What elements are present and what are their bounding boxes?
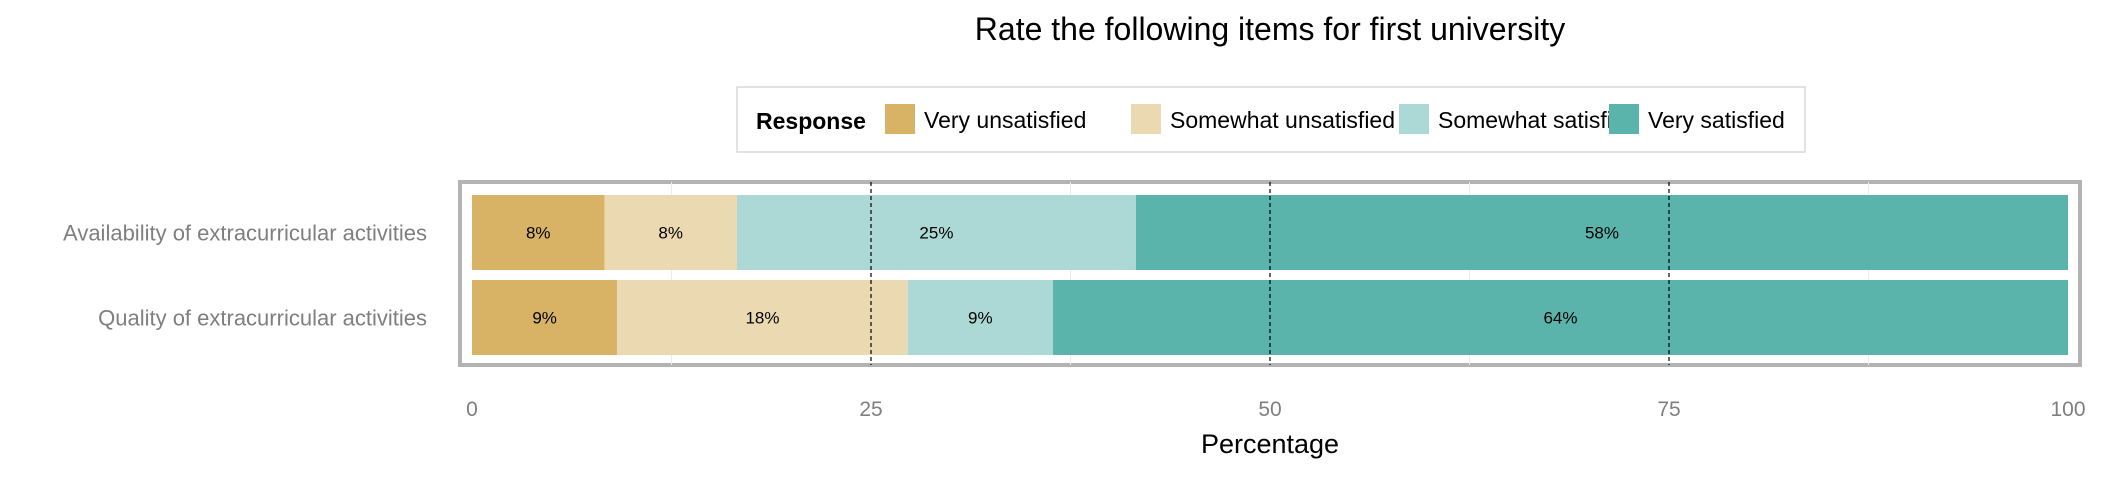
legend-label: Very unsatisfied [924, 107, 1086, 133]
legend-swatch [1399, 104, 1429, 134]
category-label: Availability of extracurricular activiti… [63, 221, 427, 246]
x-tick-label: 50 [1258, 398, 1281, 421]
legend-label: Somewhat satisfied [1438, 107, 1637, 133]
bar-value-label: 9% [968, 309, 993, 328]
legend: Response Very unsatisfied Somewhat unsati… [736, 86, 1806, 153]
legend-label: Somewhat unsatisfied [1170, 107, 1395, 133]
legend-swatch [1131, 104, 1161, 134]
chart-title: Rate the following items for first unive… [975, 11, 1565, 47]
x-tick-label: 0 [466, 398, 478, 421]
bar-value-label: 18% [745, 309, 779, 328]
x-tick-label: 25 [859, 398, 882, 421]
bar-value-label: 9% [532, 309, 557, 328]
plot-area: 8% 8% 25% 58% Availability of extracurricula… [63, 180, 2086, 421]
legend-title: Response [756, 108, 866, 134]
bar-value-label: 25% [919, 224, 953, 243]
bar-segment [472, 280, 618, 355]
x-tick-label: 100 [2050, 398, 2085, 421]
x-axis-label: Percentage [1201, 429, 1339, 459]
bar-segment [604, 195, 737, 270]
legend-label: Very satisfied [1648, 107, 1785, 133]
bar-value-label: 8% [526, 224, 551, 243]
bar-segment [1052, 280, 2068, 355]
bar-segment [736, 195, 1136, 270]
x-tick-label: 75 [1657, 398, 1680, 421]
bar-value-label: 64% [1543, 309, 1577, 328]
bar-segment [907, 280, 1053, 355]
bar-value-label: 8% [658, 224, 683, 243]
legend-swatch [1609, 104, 1639, 134]
bar-segment [1135, 195, 2068, 270]
bar-segment [472, 195, 605, 270]
legend-swatch [885, 104, 915, 134]
bar-segment [617, 280, 908, 355]
bar-value-label: 58% [1585, 224, 1619, 243]
category-label: Quality of extracurricular activities [98, 306, 427, 331]
